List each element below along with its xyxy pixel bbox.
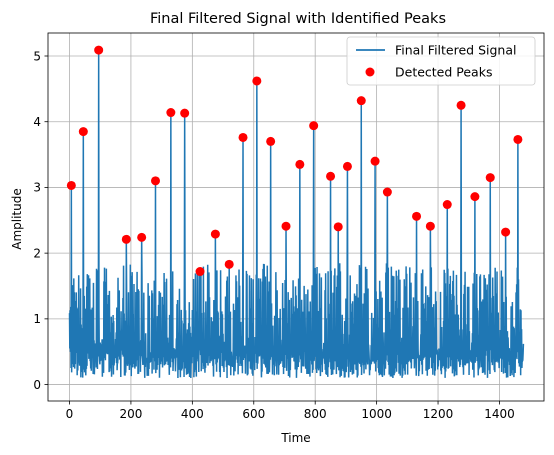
y-tick-label: 1 <box>33 312 41 326</box>
y-tick-label: 2 <box>33 246 41 260</box>
peak-point <box>370 156 380 166</box>
legend-marker-swatch <box>365 67 375 77</box>
peak-point <box>266 136 276 146</box>
peak-point <box>166 108 176 118</box>
plot-frame <box>47 32 545 402</box>
peak-point <box>333 222 343 232</box>
legend-entry-signal: Final Filtered Signal <box>395 43 516 58</box>
y-tick-label: 4 <box>33 115 41 129</box>
peak-point <box>501 227 511 237</box>
legend: Final Filtered Signal Detected Peaks <box>346 36 536 86</box>
y-tick-label: 3 <box>33 181 41 195</box>
chart-title: Final Filtered Signal with Identified Pe… <box>150 11 446 27</box>
x-axis-ticks: 0 200 400 600 800 1000 1200 1400 <box>66 401 515 421</box>
y-axis-ticks: 0 1 2 3 4 5 <box>33 49 48 392</box>
x-axis-label: Time <box>280 431 310 445</box>
peaks-layer <box>66 45 523 277</box>
signal-line <box>68 50 525 378</box>
peak-point <box>442 200 452 210</box>
peak-point <box>195 267 205 277</box>
x-tick-label: 0 <box>66 407 74 421</box>
peak-point <box>252 76 262 86</box>
peak-point <box>281 221 291 231</box>
x-tick-label: 400 <box>181 407 204 421</box>
peak-point <box>94 45 104 55</box>
peak-point <box>326 171 336 181</box>
peak-point <box>470 192 480 202</box>
x-tick-label: 200 <box>119 407 142 421</box>
x-tick-label: 1400 <box>484 407 515 421</box>
peak-point <box>150 176 160 186</box>
peak-point <box>309 121 319 131</box>
y-tick-label: 5 <box>33 49 41 63</box>
peak-point <box>66 180 76 190</box>
peak-point <box>456 100 466 110</box>
peak-point <box>224 259 234 269</box>
peak-point <box>78 127 88 137</box>
peak-point <box>412 211 422 221</box>
peak-point <box>238 132 248 142</box>
peak-point <box>121 234 131 244</box>
peak-point <box>342 161 352 171</box>
x-tick-label: 1000 <box>361 407 392 421</box>
peak-point <box>137 232 147 242</box>
x-tick-label: 600 <box>242 407 265 421</box>
peak-point <box>382 187 392 197</box>
y-axis-label: Amplitude <box>10 188 24 250</box>
x-tick-label: 800 <box>304 407 327 421</box>
x-tick-label: 1200 <box>423 407 454 421</box>
signal-layer <box>68 50 525 378</box>
y-tick-label: 0 <box>33 378 41 392</box>
peak-point <box>180 108 190 118</box>
peak-point <box>425 221 435 231</box>
legend-entry-peaks: Detected Peaks <box>395 65 492 80</box>
peak-point <box>485 173 495 183</box>
peak-point <box>210 229 220 239</box>
peak-point <box>295 159 305 169</box>
legend-box <box>346 36 536 86</box>
peak-point <box>356 96 366 106</box>
peak-point <box>513 134 523 144</box>
